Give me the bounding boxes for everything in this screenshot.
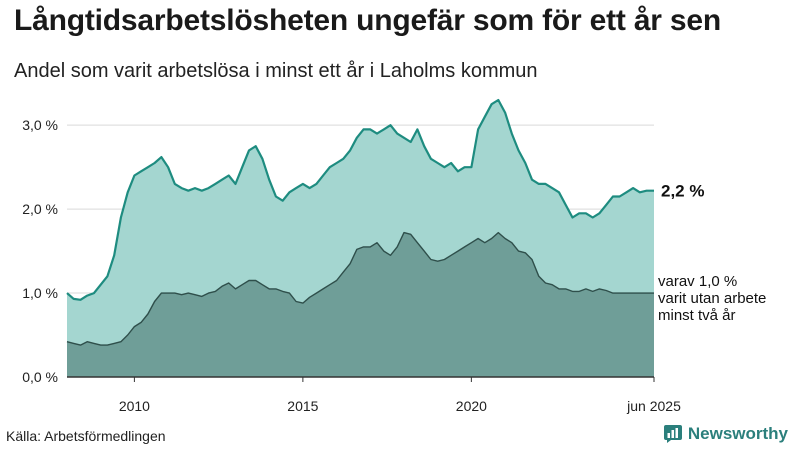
y-tick-label-1: 1,0 % (22, 285, 58, 301)
brand-logo: Newsworthy (663, 424, 788, 444)
y-tick-label-0: 0,0 % (22, 369, 58, 385)
x-tick-label-1: 2015 (287, 398, 318, 414)
series-label-long-line-2: minst två år (658, 307, 736, 324)
newsworthy-icon (663, 425, 682, 443)
series-areas (66, 98, 654, 378)
series-line-1 (66, 231, 654, 346)
y-axis-tick-labels: 0,0 % 1,0 % 2,0 % 3,0 % (22, 117, 58, 385)
x-tick-label-0: 2010 (119, 398, 150, 414)
series-label-total: 2,2 % (661, 182, 704, 201)
series-label-long-line-1: varit utan arbete (658, 290, 766, 307)
area-chart: 0,0 % 1,0 % 2,0 % 3,0 % 2010 2015 2020 jun 202… (22, 98, 766, 414)
brand-name: Newsworthy (687, 424, 788, 443)
y-tick-label-2: 2,0 % (22, 201, 58, 217)
x-tick-label-3: jun 2025 (626, 398, 681, 414)
series-area-1 (67, 232, 654, 377)
source-note: Källa: Arbetsförmedlingen (6, 428, 166, 444)
x-axis-tick-labels: 2010 2015 2020 jun 2025 (119, 377, 681, 414)
y-tick-label-3: 3,0 % (22, 117, 58, 133)
x-tick-label-2: 2020 (456, 398, 487, 414)
series-label-long-line-0: varav 1,0 % (658, 273, 737, 290)
series-line-0 (66, 98, 654, 301)
chart-title: Långtidsarbetslösheten ungefär som för e… (14, 4, 722, 37)
chart-subtitle: Andel som varit arbetslösa i minst ett å… (14, 60, 538, 82)
